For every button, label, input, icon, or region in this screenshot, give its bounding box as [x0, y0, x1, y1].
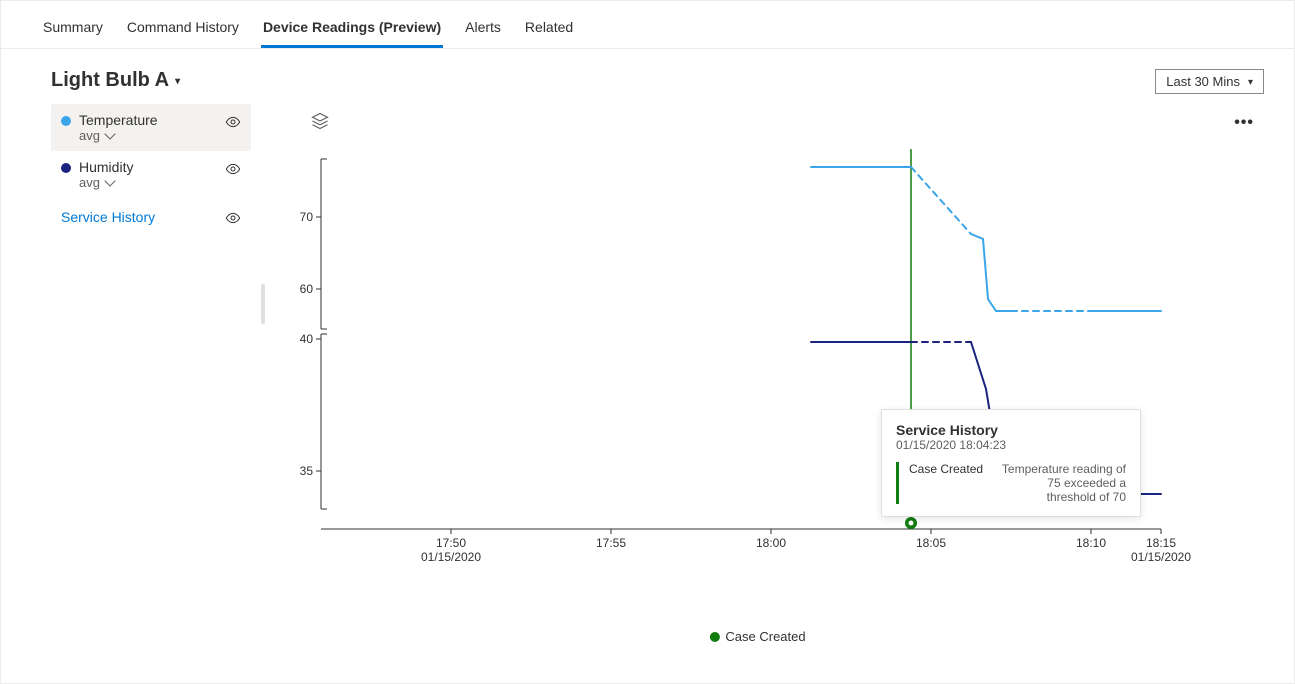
eye-icon[interactable]	[225, 161, 241, 177]
sidebar-splitter[interactable]	[261, 284, 265, 324]
tab-device-readings-preview-[interactable]: Device Readings (Preview)	[261, 13, 443, 48]
tooltip-title: Service History	[896, 422, 1126, 438]
eye-icon[interactable]	[225, 114, 241, 130]
svg-text:70: 70	[300, 210, 314, 224]
service-history-link[interactable]: Service History	[51, 198, 251, 236]
chevron-down-icon	[104, 128, 115, 139]
tooltip-event-label: Case Created	[909, 462, 989, 504]
device-title-dropdown[interactable]: Light Bulb A ▾	[51, 69, 180, 92]
metric-name: Temperature	[79, 112, 217, 128]
event-tooltip: Service History 01/15/2020 18:04:23 Case…	[881, 409, 1141, 517]
content-area: Light Bulb A ▾ Last 30 Mins ▾ Temperatur…	[1, 49, 1294, 654]
time-range-select[interactable]: Last 30 Mins ▾	[1155, 69, 1264, 94]
svg-text:35: 35	[300, 464, 314, 478]
chart-area: ••• 7060403517:5001/15/202017:5518:0018:…	[251, 104, 1264, 644]
tab-command-history[interactable]: Command History	[125, 13, 241, 48]
caret-down-icon: ▾	[175, 76, 180, 87]
eye-icon	[225, 210, 241, 226]
caret-down-icon: ▾	[1248, 77, 1253, 88]
tab-alerts[interactable]: Alerts	[463, 13, 503, 48]
svg-text:18:15: 18:15	[1146, 536, 1176, 550]
tab-related[interactable]: Related	[523, 13, 575, 48]
svg-text:60: 60	[300, 282, 314, 296]
chevron-down-icon	[104, 175, 115, 186]
tab-bar: Summary Command History Device Readings (P…	[1, 1, 1294, 49]
tab-summary[interactable]: Summary	[41, 13, 105, 48]
svg-text:18:00: 18:00	[756, 536, 786, 550]
metric-agg-dropdown[interactable]: avg	[79, 128, 217, 143]
legend-dot-icon	[709, 632, 719, 642]
metric-item-humidity[interactable]: Humidityavg	[51, 151, 251, 198]
svg-text:17:55: 17:55	[596, 536, 626, 550]
legend-label: Case Created	[725, 629, 805, 644]
svg-text:18:10: 18:10	[1076, 536, 1106, 550]
tooltip-event-desc: Temperature reading of 75 exceeded a thr…	[999, 462, 1126, 504]
service-history-label: Service History	[61, 209, 155, 225]
metrics-sidebar: Temperatureavg Humidityavg Service Histo…	[51, 104, 251, 644]
layers-icon[interactable]	[311, 112, 329, 130]
tooltip-accent-bar	[896, 462, 899, 504]
metric-item-temperature[interactable]: Temperatureavg	[51, 104, 251, 151]
device-name: Light Bulb A	[51, 69, 169, 92]
more-icon[interactable]: •••	[1234, 114, 1254, 132]
metric-name: Humidity	[79, 159, 217, 175]
svg-text:01/15/2020: 01/15/2020	[421, 550, 481, 564]
time-range-label: Last 30 Mins	[1166, 74, 1240, 89]
metric-dot-icon	[61, 163, 71, 173]
metric-agg-dropdown[interactable]: avg	[79, 175, 217, 190]
svg-text:18:05: 18:05	[916, 536, 946, 550]
chart-svg[interactable]: 7060403517:5001/15/202017:5518:0018:0518…	[291, 139, 1191, 619]
svg-text:40: 40	[300, 332, 314, 346]
metric-dot-icon	[61, 116, 71, 126]
legend-bottom: Case Created	[709, 629, 805, 644]
tooltip-timestamp: 01/15/2020 18:04:23	[896, 438, 1126, 452]
svg-text:17:50: 17:50	[436, 536, 466, 550]
svg-text:01/15/2020: 01/15/2020	[1131, 550, 1191, 564]
